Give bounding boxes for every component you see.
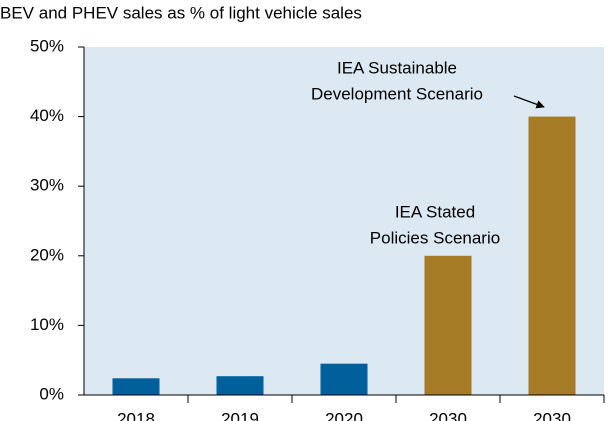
y-tick-label: 20% bbox=[30, 245, 64, 264]
bar bbox=[112, 378, 160, 395]
y-tick-label: 10% bbox=[30, 315, 64, 334]
plot-area bbox=[84, 47, 604, 395]
y-tick-label: 40% bbox=[30, 106, 64, 125]
y-tick-label: 30% bbox=[30, 176, 64, 195]
annotation: IEA Stated bbox=[395, 202, 475, 221]
annotation: Policies Scenario bbox=[370, 228, 500, 247]
chart-subtitle: BEV and PHEV sales as % of light vehicle… bbox=[0, 3, 362, 22]
x-tick-label: 2018 bbox=[117, 409, 155, 421]
bar bbox=[216, 376, 264, 395]
x-tick-label: 2030 bbox=[533, 409, 571, 421]
bar bbox=[424, 255, 472, 395]
x-tick-label: 2019 bbox=[221, 409, 259, 421]
bar bbox=[320, 363, 368, 395]
y-tick-label: 50% bbox=[30, 36, 64, 55]
x-tick-label: 2020 bbox=[325, 409, 363, 421]
y-tick-label: 0% bbox=[39, 384, 64, 403]
annotation: Development Scenario bbox=[311, 84, 483, 103]
bar bbox=[528, 116, 576, 395]
x-tick-label: 2030 bbox=[429, 409, 467, 421]
annotation: IEA Sustainable bbox=[337, 58, 457, 77]
annotation-arrow bbox=[513, 95, 545, 109]
